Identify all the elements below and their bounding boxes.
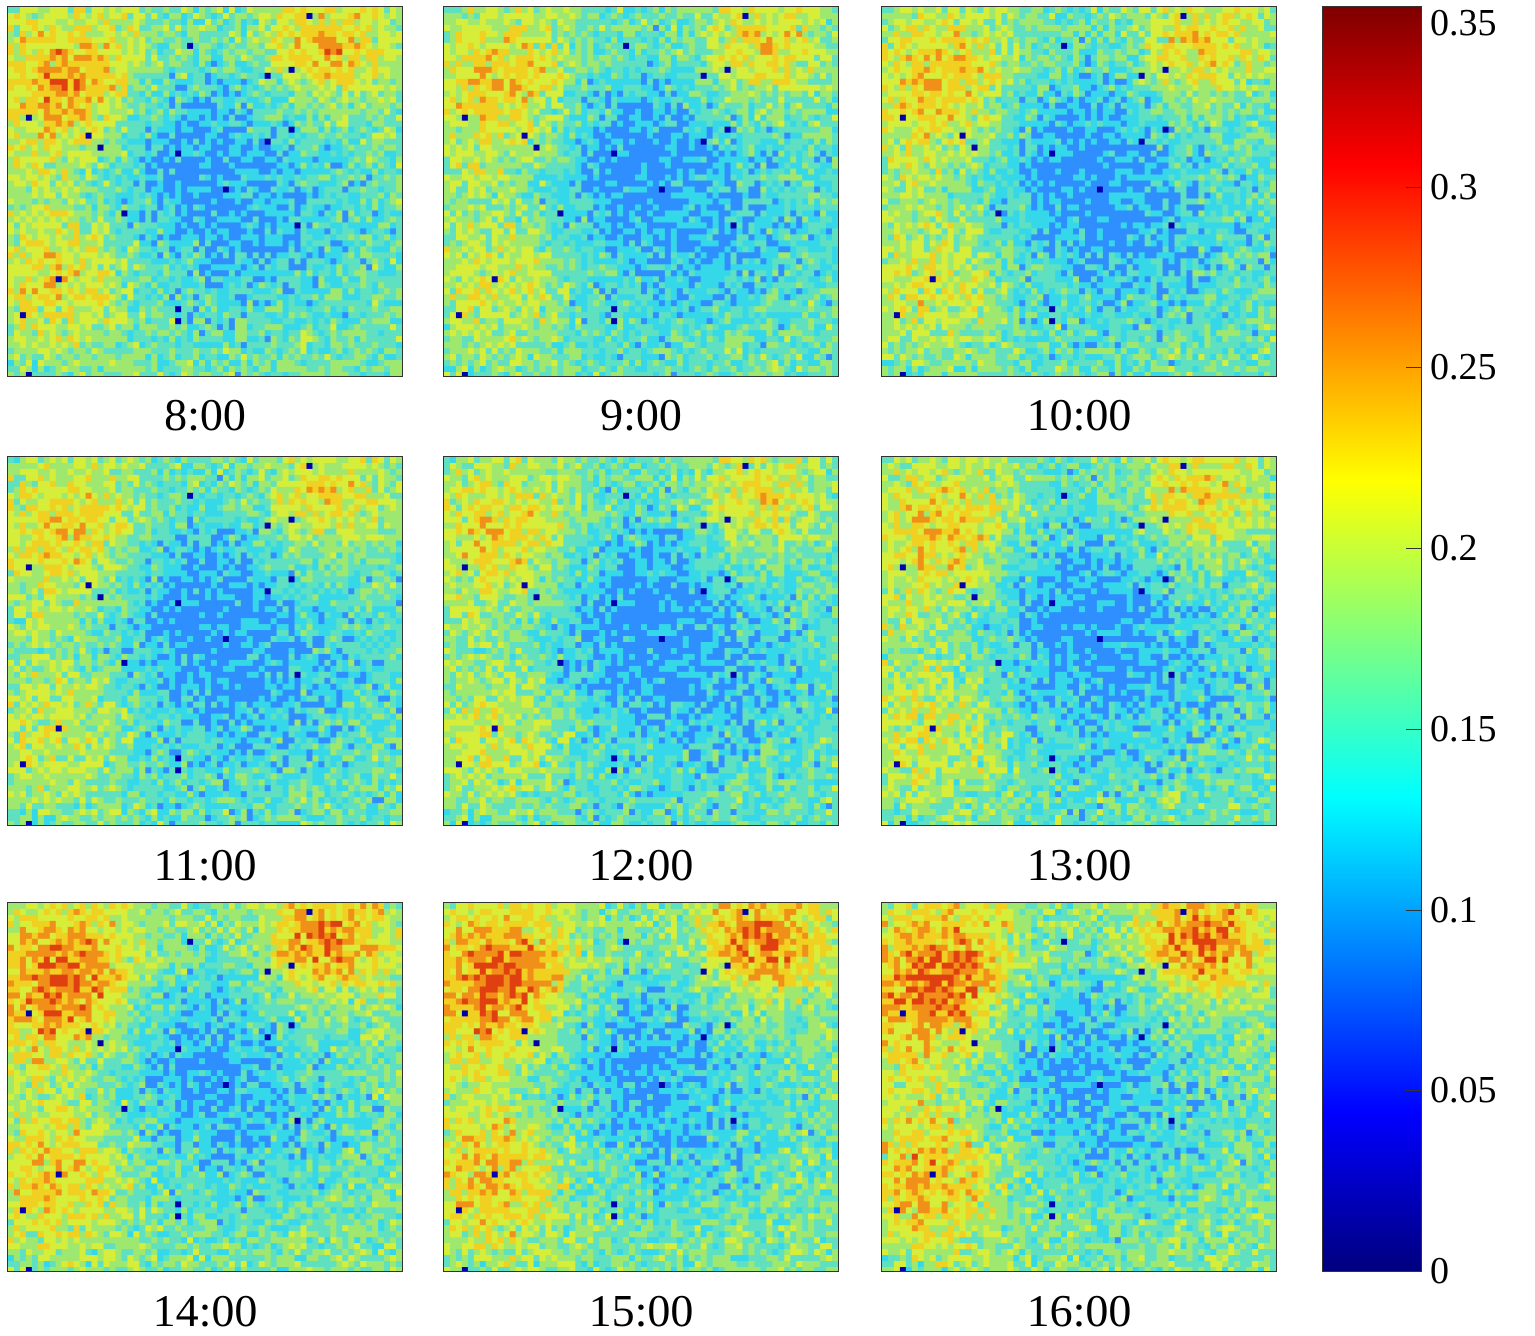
colorbar-tick	[1406, 367, 1422, 369]
colorbar-tick	[1406, 909, 1422, 911]
colorbar-tick-label: 0	[1430, 1252, 1449, 1290]
colorbar-tick-label: 0.1	[1430, 891, 1478, 929]
map-image	[882, 7, 1276, 376]
colorbar	[1322, 6, 1422, 1272]
map-panel-1400	[7, 902, 403, 1272]
map-image	[882, 903, 1276, 1271]
map-panel-1500	[443, 902, 839, 1272]
colorbar-tick	[1406, 548, 1422, 550]
time-label-1500: 15:00	[443, 1288, 839, 1334]
map-panel-0800	[7, 6, 403, 377]
map-image	[8, 457, 402, 825]
colorbar-tick-label: 0.15	[1430, 710, 1497, 748]
map-image	[444, 903, 838, 1271]
colorbar-tick-label: 0.2	[1430, 529, 1478, 567]
time-label-1200: 12:00	[443, 842, 839, 888]
map-panel-1000	[881, 6, 1277, 377]
map-panel-1100	[7, 456, 403, 826]
map-image	[8, 7, 402, 376]
map-image	[444, 7, 838, 376]
colorbar-tick-label: 0.25	[1430, 348, 1497, 386]
map-panel-1600	[881, 902, 1277, 1272]
colorbar-tick	[1406, 6, 1422, 7]
colorbar-tick-label: 0.35	[1430, 4, 1497, 42]
map-panel-0900	[443, 6, 839, 377]
time-label-1400: 14:00	[7, 1288, 403, 1334]
time-label-1300: 13:00	[881, 842, 1277, 888]
map-panel-1300	[881, 456, 1277, 826]
colorbar-tick	[1406, 186, 1422, 188]
time-label-1100: 11:00	[7, 842, 403, 888]
colorbar-tick-label: 0.05	[1430, 1071, 1497, 1109]
colorbar-tick	[1406, 1271, 1422, 1272]
colorbar-tick	[1406, 728, 1422, 730]
time-label-1000: 10:00	[881, 392, 1277, 438]
time-label-0900: 9:00	[443, 392, 839, 438]
colorbar-tick-label: 0.3	[1430, 168, 1478, 206]
colorbar-tick	[1406, 1090, 1422, 1092]
map-panel-1200	[443, 456, 839, 826]
time-label-1600: 16:00	[881, 1288, 1277, 1334]
map-image	[882, 457, 1276, 825]
map-image	[8, 903, 402, 1271]
map-image	[444, 457, 838, 825]
time-label-0800: 8:00	[7, 392, 403, 438]
